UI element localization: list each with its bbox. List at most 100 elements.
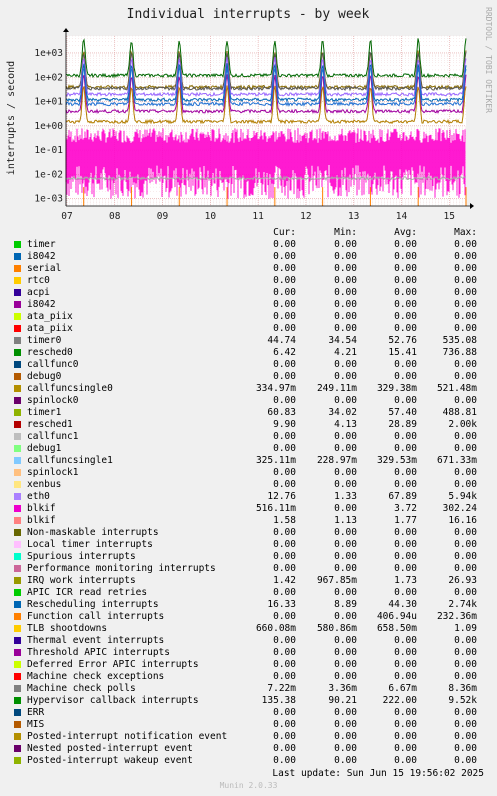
- x-tick-label: 09: [157, 211, 169, 222]
- legend-row: debug1 0.00 0.00 0.00 0.00: [0, 443, 497, 455]
- legend-cur: 135.38: [261, 695, 296, 706]
- legend-avg: 0.00: [394, 323, 417, 334]
- legend-min: 0.00: [334, 359, 357, 370]
- legend-name: blkif: [27, 515, 56, 526]
- legend-max: 1.09: [454, 623, 477, 634]
- legend-row: Deferred Error APIC interrupts 0.00 0.00 0.…: [0, 659, 497, 671]
- legend-name: Function call interrupts: [27, 611, 165, 622]
- legend-row: blkif 516.11m 0.00 3.72 302.24: [0, 503, 497, 515]
- header-max: Max:: [454, 227, 477, 238]
- legend-avg: 0.00: [394, 587, 417, 598]
- legend-min: 967.85m: [316, 575, 357, 586]
- legend-row: rtc0 0.00 0.00 0.00 0.00: [0, 275, 497, 287]
- legend-name: Nested posted-interrupt event: [27, 743, 193, 754]
- legend-cur: 0.00: [273, 671, 296, 682]
- legend-swatch: [14, 505, 21, 512]
- legend-avg: 329.53m: [376, 455, 417, 466]
- header-cur: Cur:: [273, 227, 296, 238]
- legend-swatch: [14, 709, 21, 716]
- legend-cur: 0.00: [273, 587, 296, 598]
- x-tick-label: 08: [109, 211, 121, 222]
- legend-avg: 0.00: [394, 743, 417, 754]
- legend-cur: 12.76: [267, 491, 296, 502]
- legend-min: 0.00: [334, 479, 357, 490]
- legend-avg: 28.89: [388, 419, 417, 430]
- legend-row: spinlock1 0.00 0.00 0.00 0.00: [0, 467, 497, 479]
- legend-min: 0.00: [334, 719, 357, 730]
- x-tick-label: 11: [252, 211, 264, 222]
- legend-name: acpi: [27, 287, 50, 298]
- legend-row: callfunc1 0.00 0.00 0.00 0.00: [0, 431, 497, 443]
- legend-row: spinlock0 0.00 0.00 0.00 0.00: [0, 395, 497, 407]
- legend-cur: 334.97m: [255, 383, 296, 394]
- legend-min: 0.00: [334, 635, 357, 646]
- legend-avg: 0.00: [394, 263, 417, 274]
- series-line-timer1: [65, 38, 467, 79]
- legend-row: Threshold APIC interrupts 0.00 0.00 0.00 0.0…: [0, 647, 497, 659]
- legend-cur: 0.00: [273, 371, 296, 382]
- legend-cur: 0.00: [273, 443, 296, 454]
- legend-name: xenbus: [27, 479, 62, 490]
- legend-min: 0.00: [334, 467, 357, 478]
- legend-row: IRQ work interrupts 1.42 967.85m 1.73 26.93: [0, 575, 497, 587]
- legend-cur: 1.58: [273, 515, 296, 526]
- legend-max: 26.93: [448, 575, 477, 586]
- series-line-eth0: [65, 56, 467, 98]
- legend-row: Posted-interrupt notification event 0.00 0…: [0, 731, 497, 743]
- legend-cur: 1.42: [273, 575, 296, 586]
- legend-max: 0.00: [454, 239, 477, 250]
- legend-cur: 0.00: [273, 647, 296, 658]
- legend-cur: 0.00: [273, 719, 296, 730]
- legend-cur: 0.00: [273, 287, 296, 298]
- legend-swatch: [14, 445, 21, 452]
- legend-cur: 0.00: [273, 635, 296, 646]
- last-update: Last update: Sun Jun 15 19:56:02 2025: [272, 768, 484, 779]
- legend-cur: 0.00: [273, 311, 296, 322]
- legend-name: i8042: [27, 251, 56, 262]
- legend-avg: 0.00: [394, 467, 417, 478]
- legend-min: 0.00: [334, 707, 357, 718]
- legend-min: 90.21: [328, 695, 357, 706]
- legend-min: 34.02: [328, 407, 357, 418]
- legend-name: ata_piix: [27, 323, 73, 334]
- legend-min: 0.00: [334, 527, 357, 538]
- legend-row: Posted-interrupt wakeup event 0.00 0.00 0.0…: [0, 755, 497, 767]
- legend-max: 0.00: [454, 539, 477, 550]
- legend-row: Function call interrupts 0.00 0.00 406.94u 2…: [0, 611, 497, 623]
- legend-avg: 0.00: [394, 443, 417, 454]
- legend-avg: 658.50m: [376, 623, 417, 634]
- legend-name: callfunc0: [27, 359, 79, 370]
- legend-swatch: [14, 697, 21, 704]
- legend-row: xenbus 0.00 0.00 0.00 0.00: [0, 479, 497, 491]
- legend-max: 16.16: [448, 515, 477, 526]
- legend-row: Hypervisor callback interrupts 135.38 90.2…: [0, 695, 497, 707]
- legend-avg: 329.38m: [376, 383, 417, 394]
- legend-max: 9.52k: [448, 695, 477, 706]
- legend-row: timer1 60.83 34.02 57.40 488.81: [0, 407, 497, 419]
- legend-avg: 0.00: [394, 299, 417, 310]
- legend-name: IRQ work interrupts: [27, 575, 136, 586]
- legend-max: 5.94k: [448, 491, 477, 502]
- munin-version: Munin 2.0.33: [219, 781, 278, 790]
- legend-swatch: [14, 469, 21, 476]
- legend-max: 736.88: [442, 347, 477, 358]
- legend-max: 2.00k: [448, 419, 477, 430]
- legend-min: 1.33: [334, 491, 357, 502]
- legend-cur: 0.00: [273, 539, 296, 550]
- rrdtool-credit: RRDTOOL / TOBI OETIKER: [484, 7, 493, 113]
- legend-max: 0.00: [454, 287, 477, 298]
- legend-name: resched0: [27, 347, 73, 358]
- legend-cur: 0.00: [273, 299, 296, 310]
- legend-min: 0.00: [334, 323, 357, 334]
- legend-swatch: [14, 397, 21, 404]
- legend-swatch: [14, 649, 21, 656]
- legend-max: 535.08: [442, 335, 477, 346]
- legend-max: 2.74k: [448, 599, 477, 610]
- legend-min: 0.00: [334, 503, 357, 514]
- y-tick-label: 1e+02: [34, 72, 63, 83]
- legend-name: eth0: [27, 491, 50, 502]
- legend-row: Thermal event interrupts 0.00 0.00 0.00 0.00: [0, 635, 497, 647]
- legend-cur: 0.00: [273, 323, 296, 334]
- legend-avg: 67.89: [388, 491, 417, 502]
- legend-swatch: [14, 433, 21, 440]
